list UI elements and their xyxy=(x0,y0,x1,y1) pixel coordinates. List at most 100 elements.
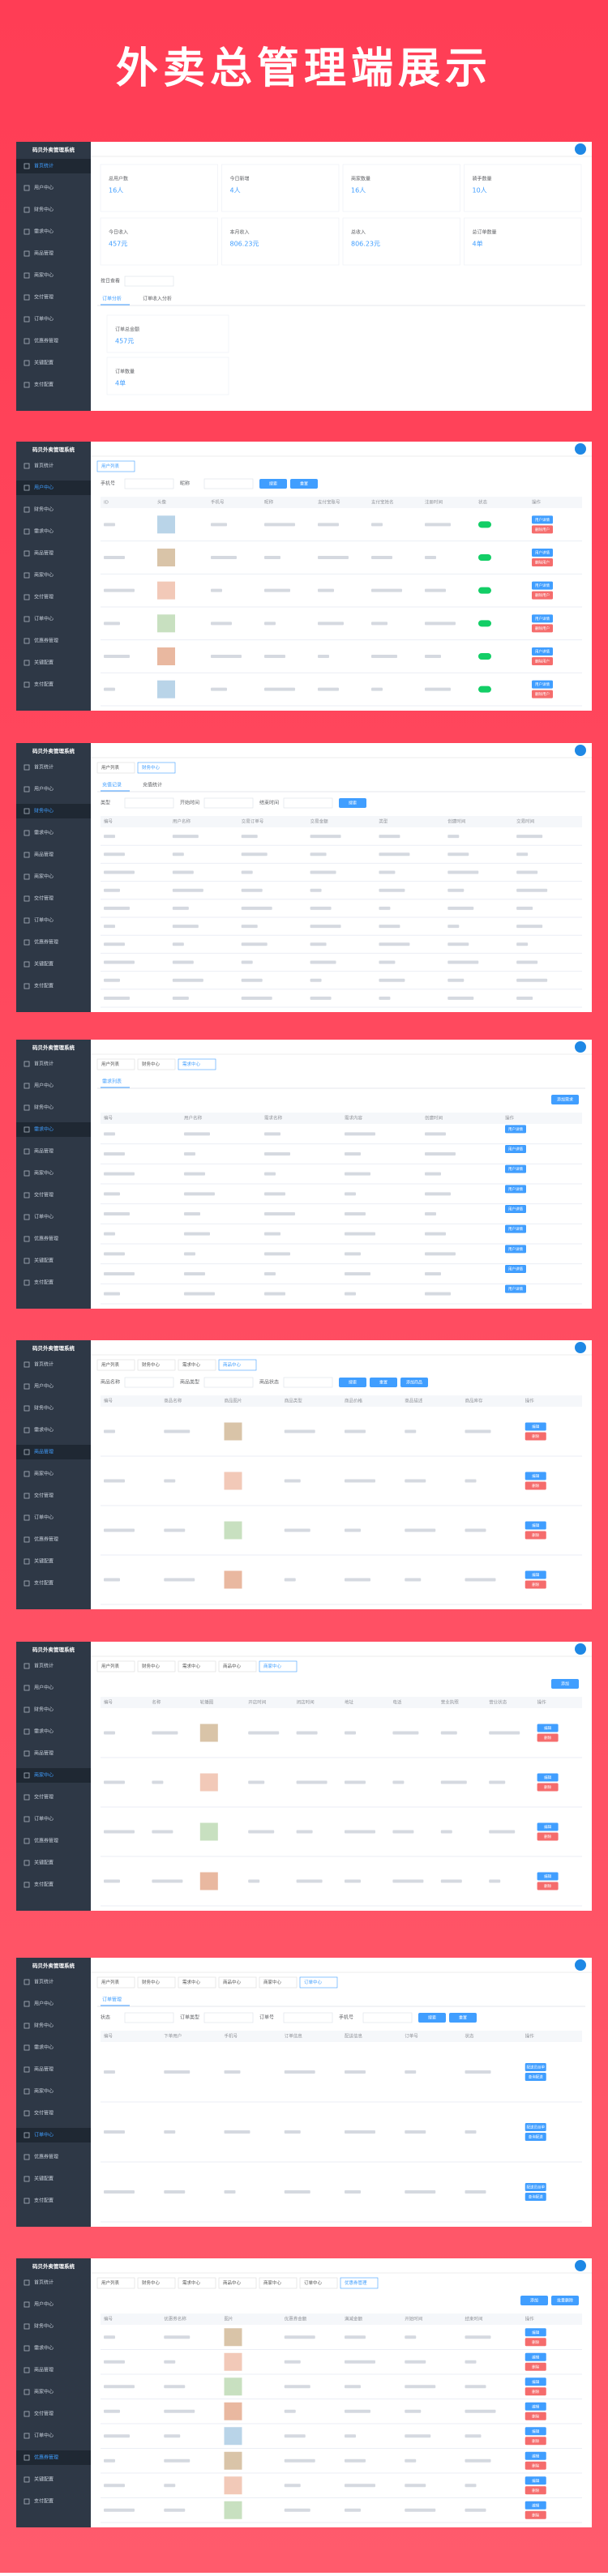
tab[interactable] xyxy=(259,2277,298,2289)
menu-item[interactable]: 财务中心 xyxy=(34,506,54,513)
button-label[interactable]: 添加需求 xyxy=(557,1097,573,1103)
row-action[interactable] xyxy=(525,2476,546,2485)
tab-label[interactable]: 优惠券管理 xyxy=(345,2279,367,2286)
tab-label[interactable]: 订单中心 xyxy=(304,1979,323,1985)
tab[interactable] xyxy=(218,1976,257,1989)
row-action-label[interactable]: 删除 xyxy=(532,1532,539,1538)
row-action-label[interactable]: 编辑 xyxy=(532,2330,539,2335)
avatar[interactable] xyxy=(575,745,586,756)
row-action[interactable] xyxy=(505,1145,526,1153)
row-action[interactable] xyxy=(532,591,553,600)
status-switch[interactable] xyxy=(478,587,491,594)
menu-item[interactable]: 商家中心 xyxy=(34,1772,54,1779)
tab-label[interactable]: 需求中心 xyxy=(182,2279,201,2286)
row-action-label[interactable]: 删除 xyxy=(532,2389,539,2394)
button-label[interactable]: 批量删除 xyxy=(557,2298,573,2304)
menu-item[interactable]: 交付管理 xyxy=(34,2411,54,2417)
status-switch[interactable] xyxy=(478,653,491,660)
menu-item[interactable]: 交付管理 xyxy=(34,1794,54,1801)
row-action-label[interactable]: 删除用户 xyxy=(535,659,550,664)
menu-item[interactable]: 财务中心 xyxy=(34,2023,54,2029)
tab[interactable] xyxy=(299,1976,338,1989)
row-action-label[interactable]: 编辑 xyxy=(532,1523,539,1528)
tab-label[interactable]: 用户列表 xyxy=(101,1361,120,1368)
row-action[interactable] xyxy=(532,525,553,534)
tab-label[interactable]: 用户列表 xyxy=(101,1979,120,1985)
row-action-label[interactable]: 用户详情 xyxy=(535,616,550,622)
menu-item[interactable]: 关键配置 xyxy=(34,660,54,666)
row-action-label[interactable]: 配送员派单 xyxy=(527,2065,546,2070)
tab[interactable] xyxy=(96,1058,135,1070)
row-action[interactable] xyxy=(532,558,553,566)
row-action[interactable] xyxy=(532,680,553,689)
filter-input[interactable] xyxy=(203,478,254,489)
row-action-label[interactable]: 编辑 xyxy=(532,2502,539,2508)
menu-item[interactable]: 关键配置 xyxy=(34,1558,54,1565)
avatar[interactable] xyxy=(575,1041,586,1053)
tab-label[interactable]: 商家中心 xyxy=(263,1663,282,1669)
row-action[interactable] xyxy=(525,2073,546,2081)
tab-label[interactable]: 商品中心 xyxy=(223,2279,242,2286)
row-action[interactable] xyxy=(525,1472,546,1480)
row-action[interactable] xyxy=(505,1265,526,1273)
menu-item[interactable]: 用户中心 xyxy=(34,1383,54,1390)
menu-item[interactable]: 支付配置 xyxy=(34,1882,54,1888)
row-action-label[interactable]: 用户详情 xyxy=(508,1126,523,1132)
row-action[interactable] xyxy=(525,2377,546,2386)
menu-item[interactable]: 需求中心 xyxy=(34,1126,54,1133)
row-action[interactable] xyxy=(525,1531,546,1540)
row-action[interactable] xyxy=(525,2362,546,2371)
row-action-label[interactable]: 删除用户 xyxy=(535,560,550,566)
menu-item[interactable]: 用户中心 xyxy=(34,2001,54,2007)
row-action[interactable] xyxy=(525,1422,546,1431)
row-action[interactable] xyxy=(525,2352,546,2361)
filter-input[interactable] xyxy=(203,2012,254,2023)
row-action-label[interactable]: 编辑 xyxy=(544,1824,551,1830)
button[interactable] xyxy=(551,2296,579,2305)
row-action[interactable] xyxy=(505,1125,526,1134)
menu-item[interactable]: 商品管理 xyxy=(34,550,54,557)
menu-item[interactable]: 需求中心 xyxy=(34,2044,54,2051)
tab-label[interactable]: 财务中心 xyxy=(142,2279,161,2286)
row-action-label[interactable]: 用户详情 xyxy=(535,583,550,588)
row-action-label[interactable]: 编辑 xyxy=(544,1725,551,1731)
row-action[interactable] xyxy=(537,1783,559,1792)
row-action-label[interactable]: 删除用户 xyxy=(535,691,550,697)
row-action-label[interactable]: 用户详情 xyxy=(535,681,550,687)
row-action[interactable] xyxy=(525,2451,546,2460)
status-switch[interactable] xyxy=(478,686,491,693)
menu-item[interactable]: 优惠券管理 xyxy=(34,1236,58,1242)
avatar[interactable] xyxy=(575,1342,586,1353)
menu-item[interactable]: 支付配置 xyxy=(34,382,54,388)
row-action-label[interactable]: 删除 xyxy=(544,1784,551,1790)
row-action-label[interactable]: 删除 xyxy=(544,1834,551,1839)
button[interactable] xyxy=(449,2013,477,2023)
row-action-label[interactable]: 编辑 xyxy=(532,1572,539,1578)
row-action-label[interactable]: 用户详情 xyxy=(535,649,550,655)
tab[interactable] xyxy=(218,1359,257,1371)
tab[interactable] xyxy=(178,1660,216,1672)
row-action-label[interactable]: 查询配送 xyxy=(529,2194,543,2200)
menu-item[interactable]: 首页统计 xyxy=(34,764,54,771)
filter-input[interactable] xyxy=(362,2012,413,2023)
menu-item[interactable]: 商家中心 xyxy=(34,272,54,279)
button[interactable] xyxy=(290,479,318,489)
tab[interactable] xyxy=(299,2277,338,2289)
row-action-label[interactable]: 删除 xyxy=(532,2463,539,2468)
row-action-label[interactable]: 编辑 xyxy=(532,2379,539,2385)
filter-input[interactable] xyxy=(283,2012,333,2023)
row-action[interactable] xyxy=(525,2338,546,2347)
status-switch[interactable] xyxy=(478,521,491,528)
tab-label[interactable]: 商品中心 xyxy=(223,1979,242,1985)
row-action-label[interactable]: 删除 xyxy=(532,1433,539,1439)
menu-item[interactable]: 需求中心 xyxy=(34,830,54,836)
menu-item[interactable]: 商品管理 xyxy=(34,1449,54,1455)
menu-item[interactable]: 支付配置 xyxy=(34,2498,54,2505)
status-switch[interactable] xyxy=(478,620,491,627)
tab-label[interactable]: 财务中心 xyxy=(142,1979,161,1985)
row-action-label[interactable]: 用户详情 xyxy=(508,1147,523,1152)
row-action-label[interactable]: 编辑 xyxy=(532,2453,539,2459)
row-action-label[interactable]: 用户详情 xyxy=(508,1186,523,1192)
menu-item[interactable]: 支付配置 xyxy=(34,1279,54,1286)
button-label[interactable]: 搜索 xyxy=(349,1380,357,1386)
